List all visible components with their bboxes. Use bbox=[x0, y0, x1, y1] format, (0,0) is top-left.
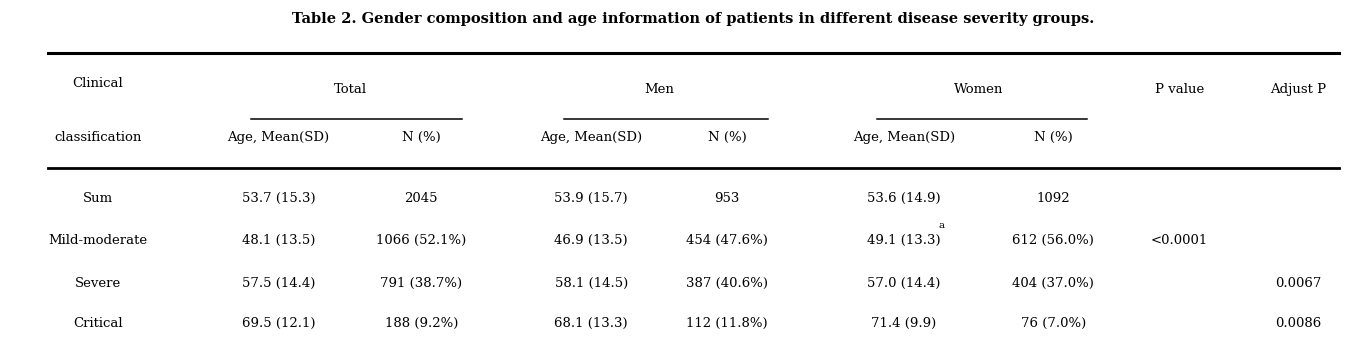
Text: Severe: Severe bbox=[75, 277, 121, 290]
Text: 0.0086: 0.0086 bbox=[1275, 317, 1321, 330]
Text: Age, Mean(SD): Age, Mean(SD) bbox=[227, 131, 330, 144]
Text: 71.4 (9.9): 71.4 (9.9) bbox=[871, 317, 936, 330]
Text: 612 (56.0%): 612 (56.0%) bbox=[1012, 234, 1094, 247]
Text: 454 (47.6%): 454 (47.6%) bbox=[686, 234, 768, 247]
Text: Age, Mean(SD): Age, Mean(SD) bbox=[852, 131, 955, 144]
Text: 791 (38.7%): 791 (38.7%) bbox=[381, 277, 462, 290]
Text: a: a bbox=[939, 221, 945, 230]
Text: 953: 953 bbox=[715, 192, 739, 205]
Text: 57.5 (14.4): 57.5 (14.4) bbox=[242, 277, 315, 290]
Text: 69.5 (12.1): 69.5 (12.1) bbox=[242, 317, 315, 330]
Text: 387 (40.6%): 387 (40.6%) bbox=[686, 277, 768, 290]
Text: 53.9 (15.7): 53.9 (15.7) bbox=[554, 192, 628, 205]
Text: 49.1 (13.3): 49.1 (13.3) bbox=[867, 234, 940, 247]
Text: N (%): N (%) bbox=[402, 131, 440, 144]
Text: Clinical: Clinical bbox=[72, 77, 124, 89]
Text: 404 (37.0%): 404 (37.0%) bbox=[1012, 277, 1094, 290]
Text: 1066 (52.1%): 1066 (52.1%) bbox=[376, 234, 466, 247]
Text: 76 (7.0%): 76 (7.0%) bbox=[1021, 317, 1086, 330]
Text: 68.1 (13.3): 68.1 (13.3) bbox=[554, 317, 628, 330]
Text: Mild-moderate: Mild-moderate bbox=[49, 234, 147, 247]
Text: Men: Men bbox=[644, 83, 674, 96]
Text: 188 (9.2%): 188 (9.2%) bbox=[385, 317, 458, 330]
Text: classification: classification bbox=[54, 131, 141, 144]
Text: 53.7 (15.3): 53.7 (15.3) bbox=[242, 192, 315, 205]
Text: 1092: 1092 bbox=[1037, 192, 1070, 205]
Text: Women: Women bbox=[954, 83, 1003, 96]
Text: 53.6 (14.9): 53.6 (14.9) bbox=[867, 192, 940, 205]
Text: Critical: Critical bbox=[73, 317, 122, 330]
Text: P value: P value bbox=[1155, 83, 1204, 96]
Text: Total: Total bbox=[333, 83, 367, 96]
Text: 2045: 2045 bbox=[405, 192, 438, 205]
Text: 58.1 (14.5): 58.1 (14.5) bbox=[554, 277, 628, 290]
Text: 48.1 (13.5): 48.1 (13.5) bbox=[242, 234, 315, 247]
Text: 112 (11.8%): 112 (11.8%) bbox=[686, 317, 768, 330]
Text: N (%): N (%) bbox=[708, 131, 746, 144]
Text: Adjust P: Adjust P bbox=[1269, 83, 1326, 96]
Text: 0.0067: 0.0067 bbox=[1275, 277, 1321, 290]
Text: Table 2. Gender composition and age information of patients in different disease: Table 2. Gender composition and age info… bbox=[292, 12, 1094, 26]
Text: 46.9 (13.5): 46.9 (13.5) bbox=[554, 234, 628, 247]
Text: <0.0001: <0.0001 bbox=[1151, 234, 1208, 247]
Text: Sum: Sum bbox=[83, 192, 113, 205]
Text: N (%): N (%) bbox=[1034, 131, 1072, 144]
Text: 57.0 (14.4): 57.0 (14.4) bbox=[867, 277, 940, 290]
Text: Age, Mean(SD): Age, Mean(SD) bbox=[540, 131, 643, 144]
